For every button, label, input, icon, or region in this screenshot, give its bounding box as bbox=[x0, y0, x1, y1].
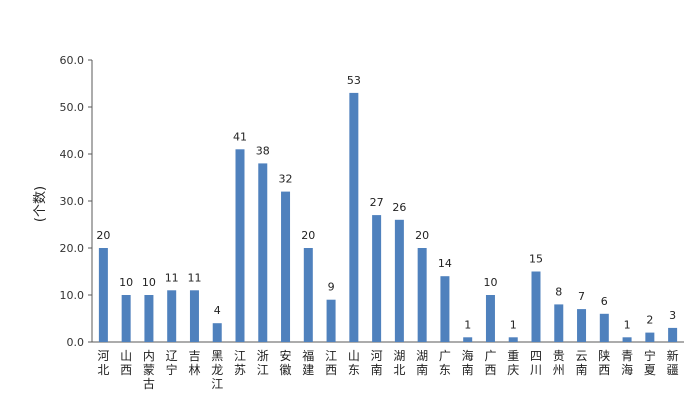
data-label: 15 bbox=[529, 253, 543, 266]
data-label: 11 bbox=[187, 271, 201, 284]
category-label: 辽宁 bbox=[166, 349, 178, 377]
y-tick-label: 30.0 bbox=[60, 195, 85, 208]
y-tick-label: 20.0 bbox=[60, 242, 85, 255]
bar bbox=[531, 271, 541, 342]
data-label: 11 bbox=[165, 271, 179, 284]
bar bbox=[303, 248, 313, 342]
data-label: 10 bbox=[142, 276, 156, 289]
data-label: 38 bbox=[256, 144, 270, 157]
category-label: 陕西 bbox=[598, 348, 610, 377]
data-label: 7 bbox=[578, 290, 585, 303]
y-axis-ticks: 0.0 10.0 20.0 30.0 40.0 50.0 60.0 bbox=[60, 54, 92, 349]
data-label: 10 bbox=[119, 276, 133, 289]
bar bbox=[622, 337, 632, 342]
data-label: 20 bbox=[301, 229, 315, 242]
bar bbox=[577, 309, 587, 342]
category-label: 海南 bbox=[462, 348, 474, 377]
x-axis-labels: 河北山西内蒙古辽宁吉林黑龙江江苏浙江安徽福建江西山东河南湖北湖南广东海南广西重庆… bbox=[97, 348, 678, 391]
bar bbox=[167, 290, 177, 342]
category-label: 河北 bbox=[97, 349, 109, 377]
data-label: 10 bbox=[483, 276, 497, 289]
data-label: 32 bbox=[279, 173, 293, 186]
bar bbox=[440, 276, 450, 342]
bar bbox=[349, 92, 359, 343]
y-tick-label: 40.0 bbox=[60, 148, 85, 161]
category-label: 安徽 bbox=[280, 348, 292, 377]
data-label: 2 bbox=[646, 314, 653, 327]
category-label: 湖北 bbox=[393, 348, 405, 377]
data-label: 53 bbox=[347, 74, 361, 87]
bars bbox=[98, 92, 678, 343]
category-label: 重庆 bbox=[507, 349, 519, 377]
bar bbox=[235, 149, 245, 342]
bar bbox=[668, 327, 678, 342]
bar bbox=[485, 295, 495, 342]
category-label: 江西 bbox=[325, 349, 337, 377]
bar bbox=[212, 323, 222, 342]
bar bbox=[189, 290, 199, 342]
category-label: 贵州 bbox=[553, 349, 565, 377]
category-label: 河南 bbox=[371, 349, 383, 377]
bar bbox=[394, 219, 404, 342]
category-label: 湖南 bbox=[416, 348, 428, 377]
category-label: 广西 bbox=[484, 349, 496, 377]
bar bbox=[508, 337, 518, 342]
data-label: 1 bbox=[464, 318, 471, 331]
bar bbox=[121, 295, 131, 342]
data-label: 14 bbox=[438, 257, 452, 270]
category-label: 内蒙古 bbox=[143, 349, 155, 391]
category-label: 四川 bbox=[530, 349, 542, 377]
data-label: 20 bbox=[415, 229, 429, 242]
y-tick-label: 10.0 bbox=[60, 289, 85, 302]
data-label: 4 bbox=[214, 304, 221, 317]
category-label: 云南 bbox=[576, 349, 588, 377]
category-label: 新疆 bbox=[667, 348, 679, 377]
bar bbox=[463, 337, 473, 342]
data-label: 26 bbox=[392, 201, 406, 214]
y-tick-label: 60.0 bbox=[60, 54, 85, 67]
category-label: 黑龙江 bbox=[211, 349, 223, 391]
y-tick-label: 0.0 bbox=[67, 336, 85, 349]
bar bbox=[281, 191, 291, 342]
bar bbox=[372, 215, 382, 342]
data-label: 9 bbox=[328, 281, 335, 294]
category-label: 浙江 bbox=[257, 349, 269, 377]
bar bbox=[98, 248, 108, 342]
data-label: 20 bbox=[96, 229, 110, 242]
category-label: 吉林 bbox=[188, 349, 200, 377]
data-label: 1 bbox=[510, 318, 517, 331]
bar bbox=[258, 163, 268, 342]
category-label: 广东 bbox=[439, 349, 451, 377]
category-label: 山西 bbox=[120, 349, 132, 377]
data-label: 8 bbox=[555, 285, 562, 298]
data-label: 27 bbox=[370, 196, 384, 209]
y-axis-title-group: (个数) bbox=[33, 186, 48, 222]
category-label: 江苏 bbox=[234, 349, 246, 377]
data-label: 41 bbox=[233, 130, 247, 143]
data-label: 3 bbox=[669, 309, 676, 322]
bar bbox=[326, 299, 336, 342]
data-label: 6 bbox=[601, 295, 608, 308]
y-tick-label: 50.0 bbox=[60, 101, 85, 114]
category-label: 山东 bbox=[348, 349, 360, 377]
data-label: 1 bbox=[624, 318, 631, 331]
bar bbox=[554, 304, 564, 342]
bar bbox=[417, 248, 427, 342]
category-label: 福建 bbox=[302, 348, 314, 377]
bar bbox=[645, 332, 655, 342]
bar bbox=[599, 313, 609, 342]
y-axis-title: (个数) bbox=[33, 186, 48, 222]
category-label: 青海 bbox=[621, 349, 633, 377]
axes bbox=[91, 60, 684, 343]
bar bbox=[144, 295, 154, 342]
category-label: 宁夏 bbox=[644, 348, 656, 377]
